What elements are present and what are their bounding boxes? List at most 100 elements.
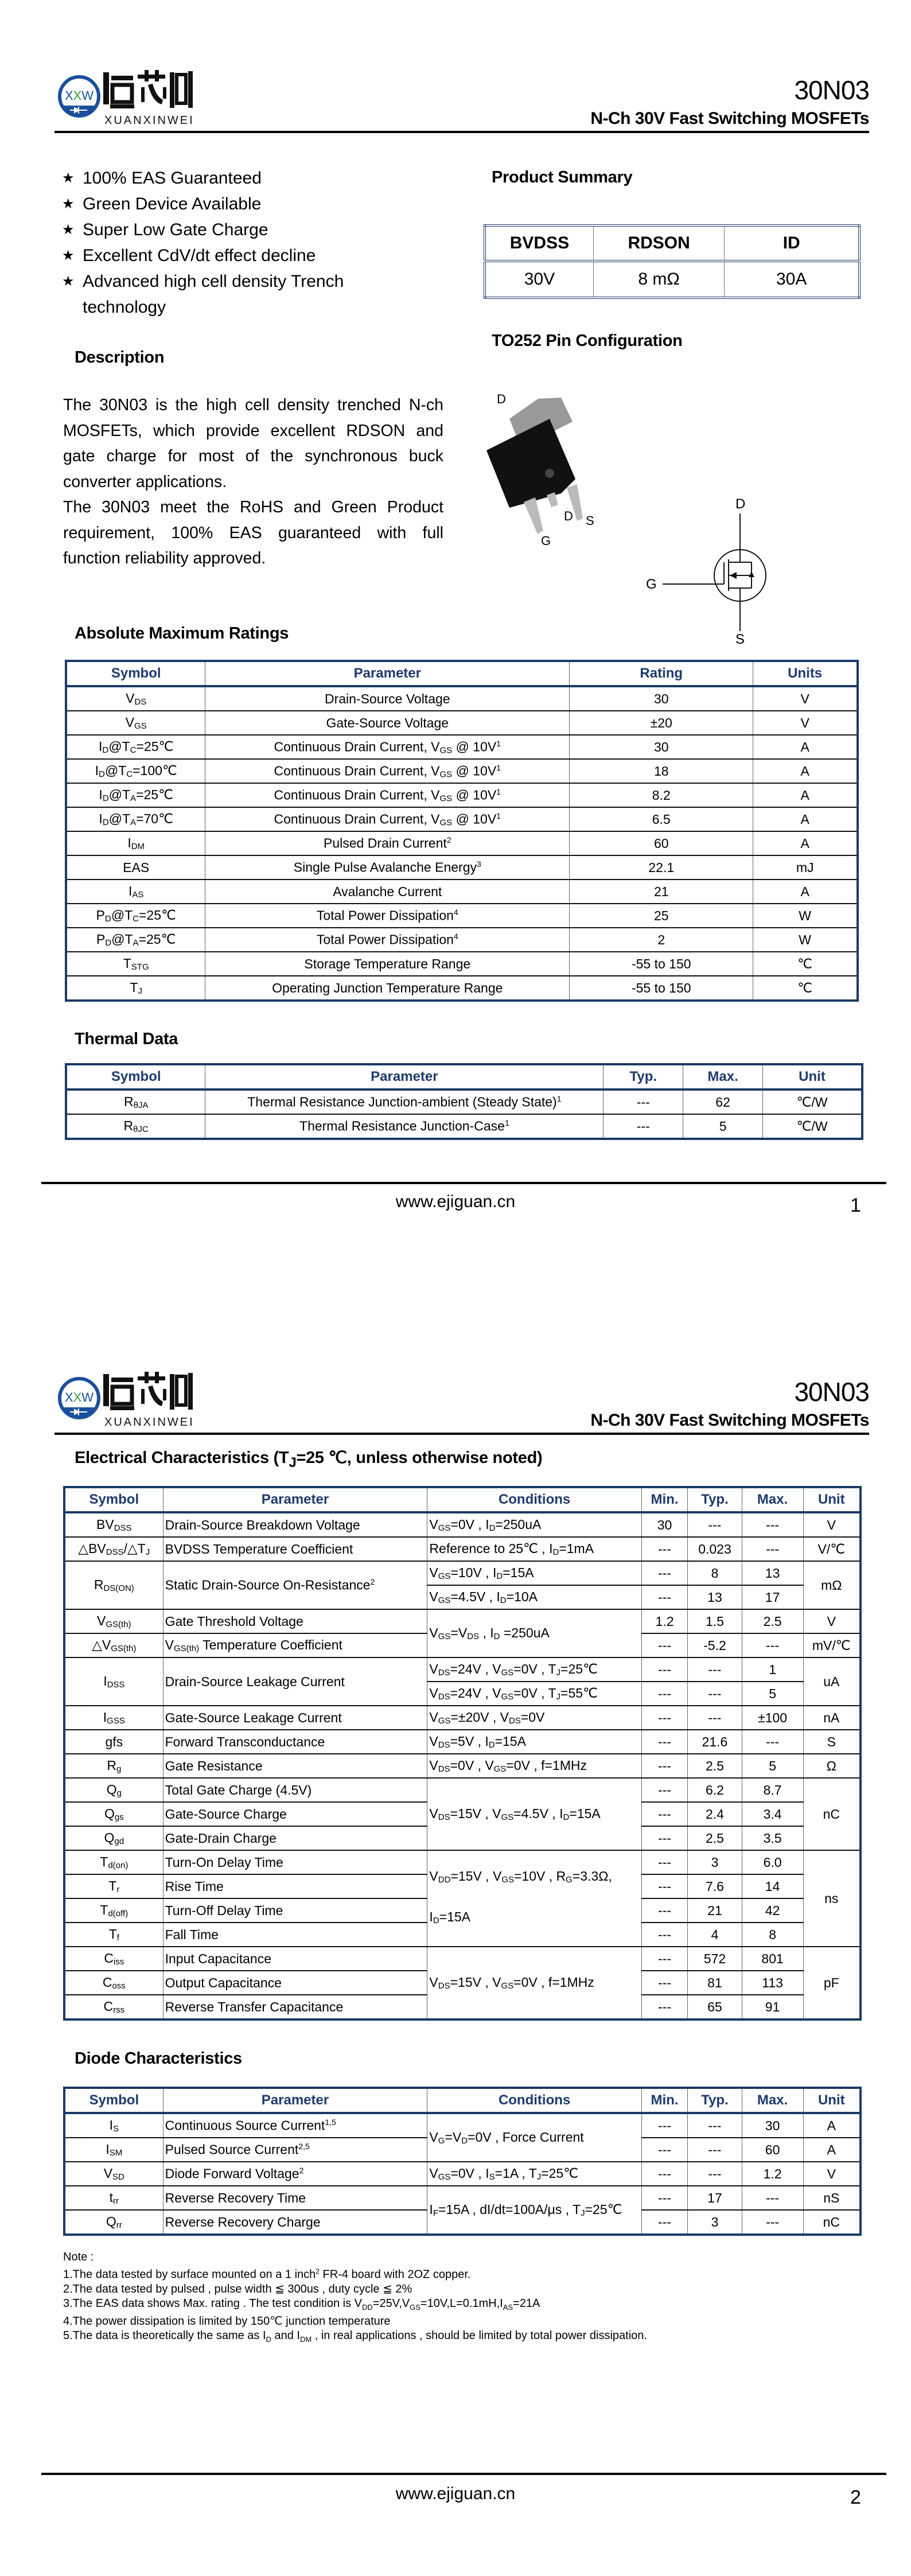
text-segment: I — [99, 811, 103, 826]
text-segment: I — [95, 763, 99, 778]
text-segment: 21.6 — [702, 1734, 728, 1749]
table-row: BVDSS Drain-Source Breakdown Voltage VGS=0… — [64, 1512, 861, 1537]
text-segment: =25 ℃, unless otherwise noted) — [296, 1449, 543, 1467]
text-segment: A — [800, 835, 809, 851]
text-segment: V/℃ — [817, 1541, 846, 1557]
subscript-text: DS — [467, 1632, 480, 1641]
header-cell: Symbol — [65, 1064, 205, 1091]
subscript-text: GS — [439, 745, 453, 756]
text-segment: --- — [658, 1999, 672, 2014]
text-segment: Input Capacitance — [165, 1951, 272, 1966]
max-cell: 17 — [741, 1585, 804, 1609]
typ-cell: 17 — [687, 2185, 742, 2210]
unit-cell: W — [753, 903, 858, 928]
subscript-text: DS — [134, 697, 147, 707]
text-segment: --- — [658, 1782, 672, 1797]
subscript-text: D — [102, 793, 109, 803]
unit-cell: A — [753, 807, 858, 831]
text-segment: 30 — [653, 739, 669, 754]
unit-cell: S — [803, 1729, 861, 1754]
text-segment: Storage Temperature Range — [304, 956, 471, 971]
text-segment: and I — [271, 2329, 300, 2342]
text-segment: C — [103, 1999, 114, 2014]
text-segment: I — [103, 1674, 107, 1688]
sym-cell: TSTG — [65, 951, 205, 976]
text-segment: --- — [766, 1637, 780, 1653]
text-segment: Temperature Coefficient — [199, 1637, 342, 1652]
max-cell: 8 — [741, 1922, 804, 1947]
subscript-text: AS — [132, 890, 144, 900]
footer-rule — [41, 2473, 886, 2475]
header-cell: Symbol — [64, 1487, 163, 1513]
max-cell: 62 — [683, 1089, 763, 1114]
sym-cell: ID@TC=25℃ — [65, 734, 205, 759]
sym-cell: gfs — [64, 1729, 163, 1754]
cond-cell: VGS=10V , ID=15A — [427, 1561, 642, 1585]
param-cell: Input Capacitance — [162, 1946, 427, 1971]
text-segment: --- — [658, 1589, 672, 1605]
max-cell: --- — [741, 1512, 804, 1537]
subscript-text: J — [138, 986, 142, 996]
typ-cell: --- — [603, 1089, 683, 1114]
cond-cell: VDS=24V , VGS=0V , TJ=55℃ — [427, 1681, 642, 1706]
text-segment: =1mA — [559, 1541, 594, 1556]
max-cell: 5 — [741, 1753, 804, 1778]
val-cell: -55 to 150 — [569, 951, 753, 976]
text-segment: I — [106, 2142, 110, 2157]
param-cell: Thermal Resistance Junction-ambient (Ste… — [205, 1089, 604, 1114]
table-row: IGSS Gate-Source Leakage Current VGS=±20V … — [64, 1705, 861, 1730]
header-cell: Max. — [683, 1064, 763, 1091]
text-segment: =1A , T — [495, 2166, 537, 2181]
text-segment: 60 — [765, 2142, 780, 2157]
min-cell: --- — [641, 1681, 688, 1706]
text-segment: Operating Junction Temperature Range — [272, 980, 503, 995]
text-segment: =70℃ — [136, 811, 173, 826]
subscript-text: GS — [501, 1692, 514, 1702]
source-label: S — [735, 632, 745, 645]
max-cell: 5 — [741, 1681, 804, 1706]
max-cell: 1 — [741, 1657, 804, 1682]
typ-cell: -5.2 — [687, 1633, 742, 1657]
table-row: TSTG Storage Temperature Range -55 to 150 ℃ — [65, 951, 858, 976]
mosfet-symbol-icon: D G S — [646, 496, 766, 645]
sym-cell: VGS(th) — [64, 1609, 163, 1633]
unit-cell: A — [753, 758, 858, 783]
text-segment: /△T — [123, 1541, 146, 1556]
subscript-text: rss — [113, 2005, 125, 2015]
feature-item: ★ Super Low Gate Charge — [62, 217, 381, 243]
table-row: VDS Drain-Source Voltage 30 V — [65, 686, 858, 711]
typ-cell: 572 — [687, 1946, 742, 1971]
text-segment: Ω — [826, 1758, 836, 1773]
text-segment: =15A — [503, 1565, 534, 1580]
sym-cell: Qgs — [64, 1801, 163, 1826]
footnote-ref: 2,5 — [298, 2142, 310, 2151]
text-segment: 22.1 — [648, 859, 675, 875]
text-segment: --- — [766, 2190, 780, 2205]
footnote-ref: 2 — [316, 2267, 320, 2275]
subscript-text: D — [552, 1547, 559, 1557]
cond-cell: IF=15A , dI/dt=100A/μs , TJ=25℃ — [427, 2185, 642, 2235]
min-cell: --- — [641, 2161, 688, 2186]
text-segment: Avalanche Current — [333, 884, 442, 899]
table-row: Td(on) Turn-On Delay Time VDD=15V , VGS=10… — [64, 1850, 861, 1947]
subscript-text: D — [102, 818, 109, 827]
unit-cell: ℃ — [753, 975, 858, 1001]
text-segment: T — [130, 980, 138, 995]
text-segment: V — [429, 1565, 438, 1580]
abs-max-table: Symbol Parameter Rating Units VDS Drain-Sourc… — [65, 660, 859, 1002]
table-row: TJ Operating Junction Temperature Range -5… — [65, 975, 858, 1001]
min-cell: --- — [641, 1922, 688, 1947]
min-cell: --- — [641, 2112, 688, 2138]
unit-cell: A — [753, 831, 858, 855]
text-segment: 25 — [653, 908, 669, 923]
subscript-text: SM — [109, 2148, 123, 2158]
unit-cell: pF — [803, 1946, 861, 2019]
unit-cell: A — [803, 2112, 861, 2138]
subscript-text: D — [99, 769, 105, 779]
unit-cell: W — [753, 927, 858, 952]
param-cell: Reverse Transfer Capacitance — [162, 1994, 427, 2019]
text-segment: V — [827, 2166, 836, 2181]
text-segment: =4.5V , I — [513, 1806, 563, 1821]
subscript-text: gs — [114, 1812, 124, 1822]
description-title: Description — [75, 348, 165, 367]
